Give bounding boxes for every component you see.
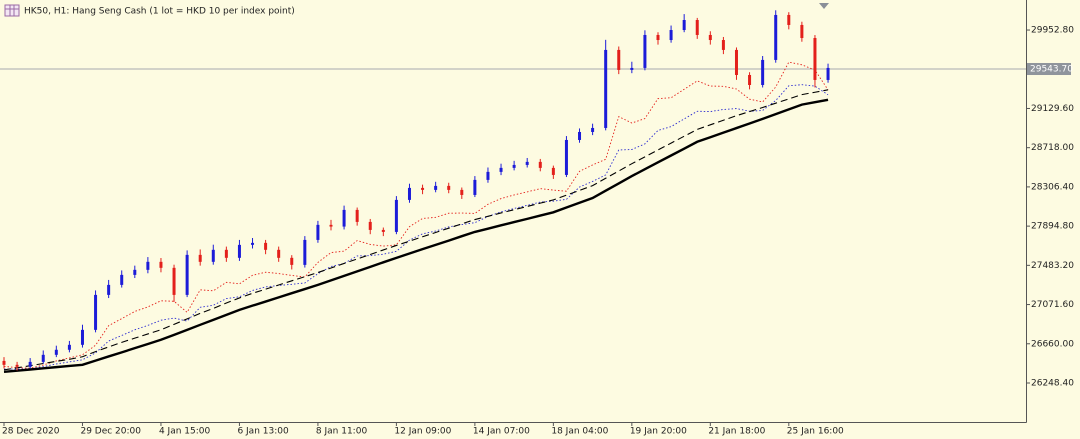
moving-average-line [3,61,829,369]
candle-body [538,161,542,168]
candle-body [800,24,804,39]
y-tick-label: 27071.60 [1031,300,1074,310]
candle-body [774,14,778,60]
candle-body [303,239,307,265]
plot-area: 26248.40 26660.00 27071.60 27483.20 27894.80… [0,10,1074,437]
x-tick-label: 25 Jan 16:00 [787,427,844,437]
y-tick-label: 26248.40 [1031,378,1074,388]
candle-body [682,20,686,31]
candle-body [486,171,490,180]
candle-body [316,224,320,240]
candle-body [146,261,150,270]
x-tick-label: 19 Jan 20:00 [630,427,687,437]
x-tick-label: 29 Dec 20:00 [80,427,141,437]
candle-body [277,249,281,258]
x-tick-label: 18 Jan 04:00 [551,427,608,437]
y-tick-label: 27483.20 [1031,261,1074,271]
x-tick-label: 14 Jan 07:00 [473,427,530,437]
candle-body [525,161,529,165]
candle-body [748,74,752,85]
candle-body [94,294,98,330]
y-tick-label: 28306.40 [1031,182,1074,192]
candle-body [643,34,647,68]
moving-average-line [3,89,829,371]
candle-body [133,269,137,275]
candle-body [813,38,817,80]
candle-body [290,257,294,265]
candle-body [564,139,568,175]
candle-body [107,284,111,295]
candle-body [159,261,163,268]
y-tick-label: 28718.00 [1031,143,1074,153]
candle-body [421,187,425,190]
x-tick-label: 21 Jan 18:00 [708,427,765,437]
candle-body [551,167,555,175]
y-tick-label: 29952.80 [1031,26,1074,36]
candle-body [368,221,372,230]
x-tick-label: 8 Jan 11:00 [316,427,368,437]
icon-frame [4,4,20,17]
candle-body [604,49,608,128]
candle-body [41,354,45,362]
candle-body [394,199,398,232]
candle-body [761,59,765,85]
moving-average-line [3,98,829,373]
candle-body [342,209,346,227]
candle-body [617,49,621,70]
symbol-icon [4,4,20,17]
candle-body [355,209,359,222]
candle-body [15,364,19,367]
y-tick-label: 26660.00 [1031,339,1074,349]
candle-body [185,254,189,295]
candle-body [512,164,516,168]
x-tick-label: 6 Jan 13:00 [237,427,289,437]
x-tick-label: 4 Jan 15:00 [159,427,211,437]
candle-body [264,242,268,250]
candle-body [460,189,464,195]
candle-body [578,131,582,140]
candle-body [237,244,241,258]
current-price-box [1027,63,1071,76]
candle-body [211,249,215,262]
candle-body [28,361,32,367]
y-tick-label: 29129.60 [1031,104,1074,114]
candle-body [224,249,228,258]
candle-body [80,329,84,345]
candle-body [407,187,411,200]
candle-body [473,179,477,195]
x-tick-label: 28 Dec 2020 [2,427,60,437]
candle-body [434,185,438,190]
x-tick-label: 12 Jan 09:00 [394,427,451,437]
moving-average-line [3,84,829,370]
candle-body [2,360,6,365]
candle-body [591,127,595,132]
candle-body [251,242,255,245]
candle-body [381,229,385,232]
y-tick-label: 27894.80 [1031,222,1074,232]
candle-body [447,185,451,190]
candle-body [198,254,202,262]
candle-body [734,49,738,75]
candle-body [54,349,58,355]
candle-body [329,224,333,227]
candle-body [499,167,503,172]
candle-body [826,67,830,80]
candle-body [787,14,791,25]
candle-body [656,34,660,41]
candle-body [630,67,634,70]
candle-body [721,40,725,50]
candle-body [67,344,71,350]
candle-body [695,20,699,35]
shift-marker [819,3,829,9]
candle-body [669,30,673,41]
candle-body [708,34,712,41]
current-price-label: 29543.70 [1030,65,1073,75]
candle-body [172,267,176,295]
candle-body [120,274,124,285]
chart-title: HK50, H1: Hang Seng Cash (1 lot = HKD 10… [24,7,295,17]
